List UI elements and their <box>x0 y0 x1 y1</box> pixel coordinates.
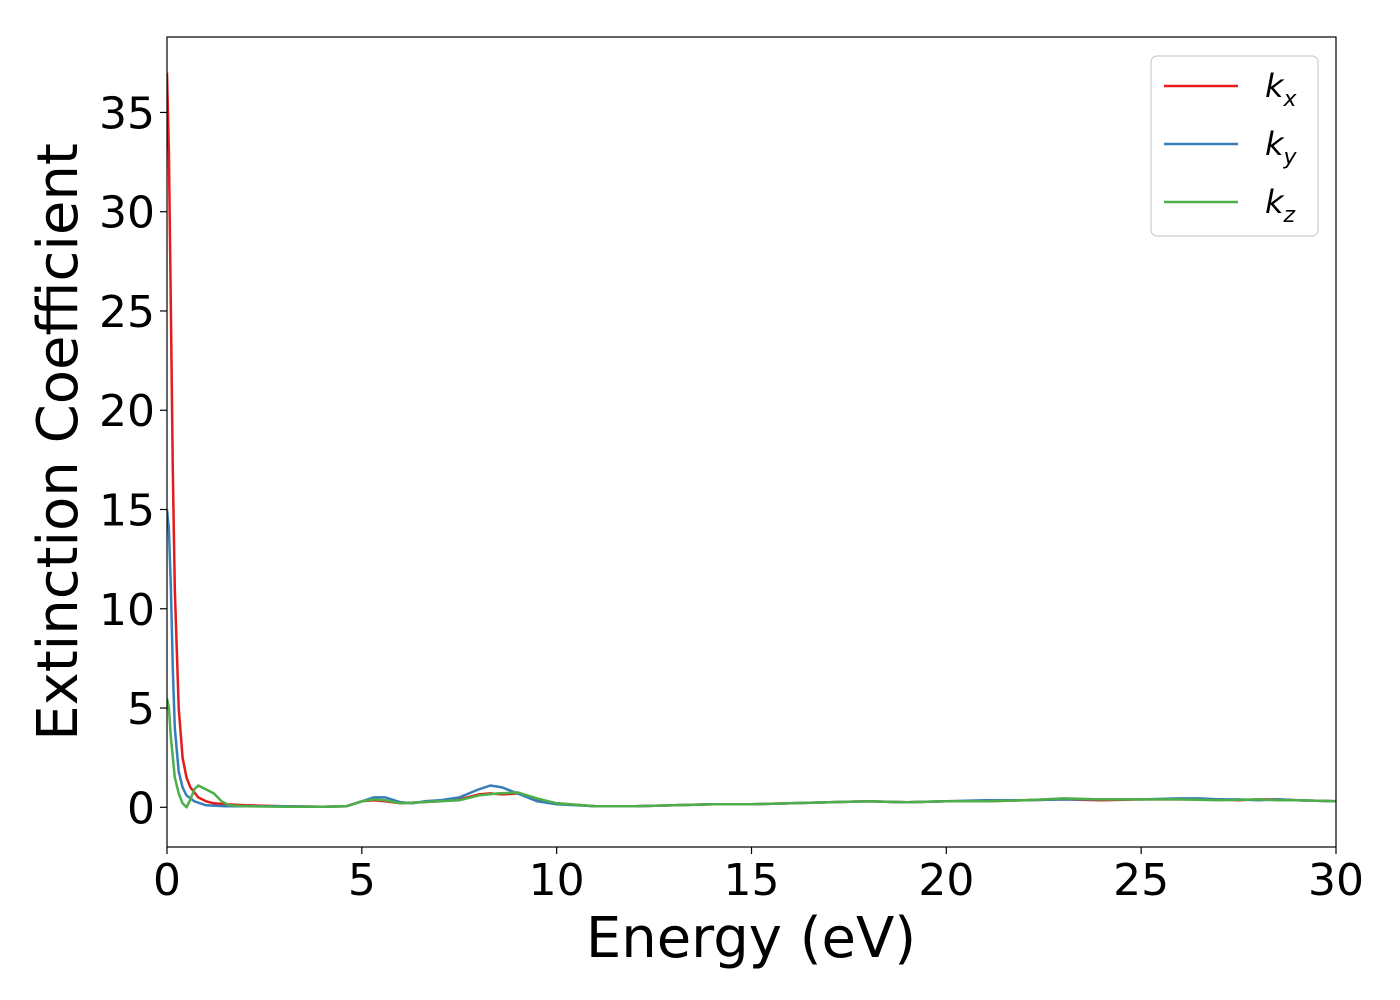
x-axis-label: Energy (eV) <box>586 906 916 971</box>
y-tick-label: 25 <box>99 287 155 338</box>
y-tick-label: 0 <box>127 783 155 834</box>
y-tick-label: 5 <box>127 684 155 735</box>
legend-box <box>1150 55 1319 237</box>
y-tick-label: 15 <box>99 486 155 537</box>
y-axis: 0 5 10 15 20 25 30 35 <box>99 88 167 834</box>
x-tick-label: 20 <box>918 855 974 906</box>
series-line-k-y <box>167 509 1336 808</box>
x-tick-label: 0 <box>153 855 181 906</box>
x-tick-label: 25 <box>1113 855 1169 906</box>
series-line-k-z <box>167 697 1336 809</box>
x-tick-label: 15 <box>724 855 780 906</box>
y-tick-label: 10 <box>99 585 155 636</box>
series-layer <box>167 72 1336 809</box>
y-axis-label: Extinction Coefficient <box>26 143 91 741</box>
y-tick-label: 20 <box>99 386 155 437</box>
y-tick-label: 30 <box>99 188 155 239</box>
x-tick-label: 5 <box>348 855 376 906</box>
x-tick-label: 10 <box>529 855 585 906</box>
x-tick-label: 30 <box>1308 855 1364 906</box>
y-tick-label: 35 <box>99 88 155 139</box>
x-axis: 0 5 10 15 20 25 30 <box>153 847 1364 906</box>
